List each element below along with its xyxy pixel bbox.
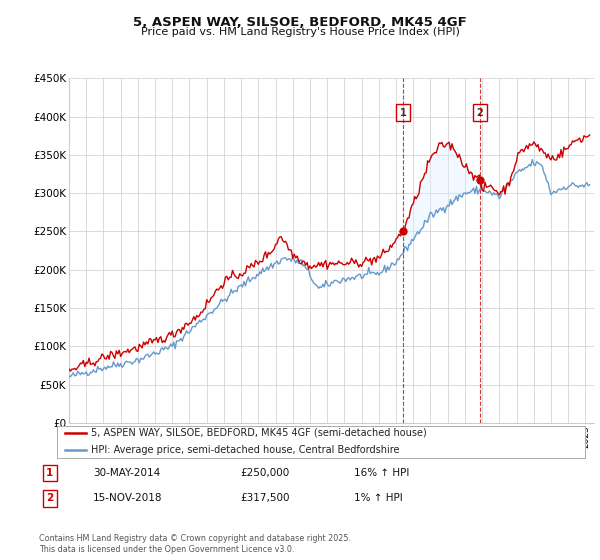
Text: 1: 1 [46, 468, 53, 478]
Text: Contains HM Land Registry data © Crown copyright and database right 2025.
This d: Contains HM Land Registry data © Crown c… [39, 534, 351, 554]
Text: 15-NOV-2018: 15-NOV-2018 [93, 493, 163, 503]
Text: £250,000: £250,000 [240, 468, 289, 478]
Text: 1% ↑ HPI: 1% ↑ HPI [354, 493, 403, 503]
Text: 5, ASPEN WAY, SILSOE, BEDFORD, MK45 4GF: 5, ASPEN WAY, SILSOE, BEDFORD, MK45 4GF [133, 16, 467, 29]
Text: Price paid vs. HM Land Registry's House Price Index (HPI): Price paid vs. HM Land Registry's House … [140, 27, 460, 37]
Text: 2: 2 [476, 108, 483, 118]
Text: HPI: Average price, semi-detached house, Central Bedfordshire: HPI: Average price, semi-detached house,… [91, 445, 400, 455]
Text: 1: 1 [400, 108, 406, 118]
Text: £317,500: £317,500 [240, 493, 290, 503]
Text: 5, ASPEN WAY, SILSOE, BEDFORD, MK45 4GF (semi-detached house): 5, ASPEN WAY, SILSOE, BEDFORD, MK45 4GF … [91, 428, 427, 438]
Text: 2: 2 [46, 493, 53, 503]
Text: 16% ↑ HPI: 16% ↑ HPI [354, 468, 409, 478]
Text: 30-MAY-2014: 30-MAY-2014 [93, 468, 160, 478]
